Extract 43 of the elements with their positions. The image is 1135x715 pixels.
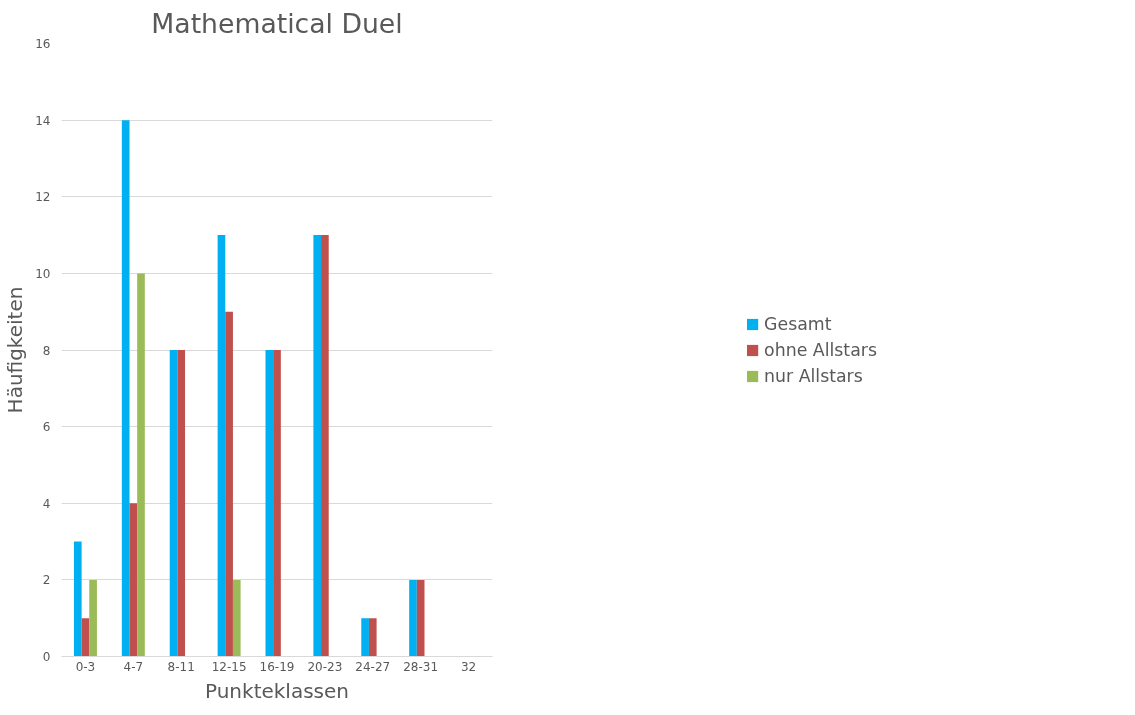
bar [361, 618, 369, 657]
x-tick-label: 8-11 [167, 659, 195, 674]
bar [313, 235, 322, 657]
bar [121, 120, 130, 657]
bar [73, 541, 82, 657]
chart-title: Mathematical Duel [151, 7, 403, 39]
y-tick-label: 4 [42, 496, 51, 511]
bar [129, 503, 138, 657]
x-tick-label: 32 [460, 659, 477, 674]
y-tick-label: 8 [42, 343, 51, 358]
x-tick-label: 20-23 [307, 659, 343, 674]
legend-label: nur Allstars [764, 365, 863, 386]
bar [177, 350, 186, 657]
bar [169, 350, 178, 657]
bar [217, 235, 226, 657]
bar [265, 350, 274, 657]
y-tick-label: 2 [42, 573, 51, 588]
legend-label: ohne Allstars [764, 339, 877, 360]
bar [137, 273, 145, 657]
y-tick-label: 12 [35, 190, 51, 205]
legend-label: Gesamt [764, 313, 832, 334]
x-tick-label: 28-31 [403, 659, 439, 674]
x-tick-label: 4-7 [123, 659, 144, 674]
bar [321, 235, 329, 657]
y-tick-label: 16 [35, 37, 51, 51]
bar [368, 618, 377, 657]
x-tick-label: 0-3 [75, 659, 96, 674]
y-tick-label: 6 [42, 420, 51, 435]
x-axis-title: Punkteklassen [205, 678, 350, 703]
y-tick-label: 0 [42, 650, 51, 664]
y-tick-label: 14 [35, 113, 51, 128]
bar [81, 618, 90, 657]
bar [225, 311, 233, 657]
x-tick-label: 24-27 [355, 659, 391, 674]
bar [89, 579, 97, 657]
y-axis-title: Häufigkeiten [3, 286, 28, 414]
bar [409, 579, 417, 657]
x-tick-label: 12-15 [211, 659, 247, 674]
bar [273, 350, 281, 657]
bar [232, 579, 241, 657]
x-tick-label: 16-19 [259, 659, 295, 674]
y-tick-label: 10 [35, 266, 51, 281]
bar [416, 579, 425, 657]
